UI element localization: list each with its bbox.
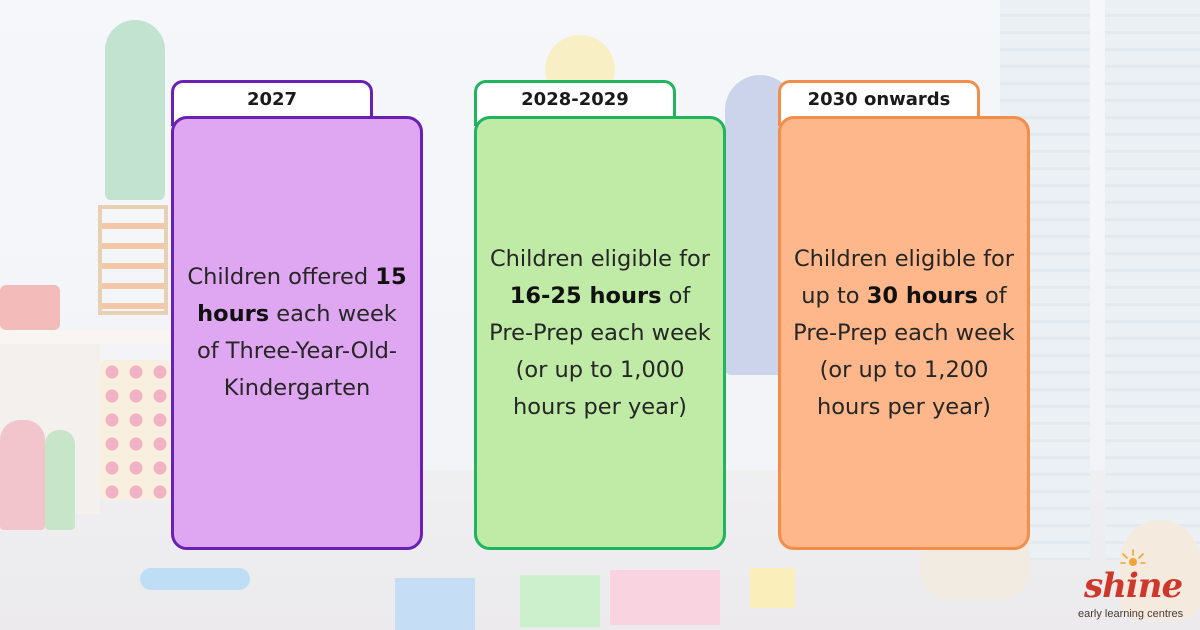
logo-wordmark: shine	[1084, 566, 1183, 606]
background-teddy-right	[1120, 520, 1200, 620]
background-dino-toy	[105, 20, 165, 200]
card-text-rest: of Pre-Prep each week (or up to 1,000 ho…	[489, 282, 711, 420]
background-abacus	[98, 205, 168, 315]
background-block-yellow	[750, 568, 795, 608]
background-block-green	[520, 575, 600, 627]
shine-logo: shine early learning centres	[1078, 542, 1186, 626]
card-text: Children eligible for up to 30 hours of …	[793, 241, 1015, 426]
card-text-hours: 30 hours	[866, 282, 978, 309]
background-shelf	[0, 330, 175, 344]
card-text-lead: Children offered	[187, 264, 376, 290]
logo-tagline: early learning centres	[1078, 608, 1184, 620]
card-text-hours: 16-25 hours	[509, 282, 662, 309]
column-2028-2029: 2028-2029 Children eligible for 16-25 ho…	[474, 80, 726, 550]
background-toy-cylinder	[140, 568, 250, 590]
background-skittle-green	[45, 430, 75, 530]
info-card: Children eligible for up to 30 hours of …	[778, 116, 1030, 550]
card-text-rest: of Pre-Prep each week (or up to 1,200 ho…	[793, 282, 1015, 420]
card-text: Children offered 15 hours each week of T…	[186, 259, 408, 407]
column-2030-onwards: 2030 onwards Children eligible for up to…	[778, 80, 1030, 550]
card-text-lead: Children eligible for up to	[793, 245, 1015, 309]
info-card: Children eligible for 16-25 hours of Pre…	[474, 116, 726, 550]
sun-icon	[1120, 549, 1146, 566]
background-block-pink	[610, 570, 720, 625]
column-2027: 2027 Children offered 15 hours each week…	[171, 80, 423, 550]
card-text-rest: each week of Three-Year-Old-Kindergarten	[196, 301, 398, 401]
info-card: Children offered 15 hours each week of T…	[171, 116, 423, 550]
background-toy-box	[0, 285, 60, 330]
background-dotted-bag	[100, 360, 170, 500]
card-text-hours: 15 hours	[197, 264, 407, 327]
background-skittle-pink	[0, 420, 45, 530]
background-shutter-right	[1105, 0, 1200, 560]
card-text-lead: Children eligible for	[489, 245, 711, 272]
background-block-blue	[395, 578, 475, 630]
card-text: Children eligible for 16-25 hours of Pre…	[489, 241, 711, 426]
